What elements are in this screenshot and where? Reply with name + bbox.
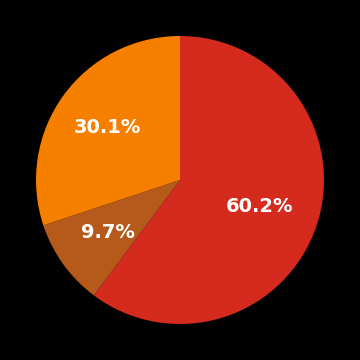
- Text: 60.2%: 60.2%: [225, 197, 293, 216]
- Text: 30.1%: 30.1%: [74, 118, 141, 137]
- Wedge shape: [94, 36, 324, 324]
- Wedge shape: [36, 36, 180, 225]
- Text: 9.7%: 9.7%: [81, 223, 135, 242]
- Wedge shape: [43, 180, 180, 296]
